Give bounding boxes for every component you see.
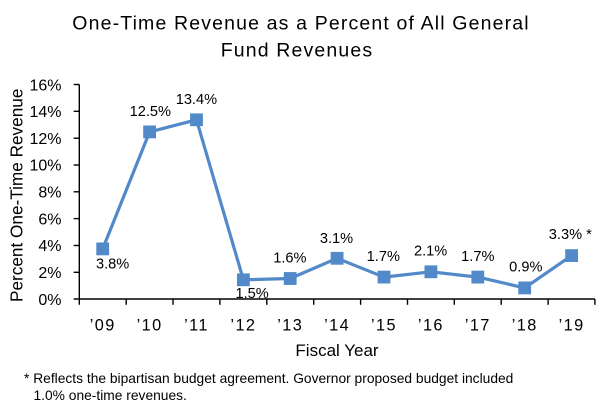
svg-text:1.5%: 1.5% bbox=[235, 286, 268, 302]
svg-text:’09: ’09 bbox=[90, 317, 116, 335]
svg-text:’17: ’17 bbox=[465, 317, 491, 335]
svg-text:12.5%: 12.5% bbox=[130, 104, 171, 120]
svg-text:1.6%: 1.6% bbox=[273, 250, 306, 266]
svg-text:1.7%: 1.7% bbox=[461, 249, 494, 265]
svg-text:1.7%: 1.7% bbox=[367, 249, 400, 265]
svg-text:4%: 4% bbox=[38, 238, 61, 255]
svg-text:1.0% one-time revenues.: 1.0% one-time revenues. bbox=[34, 388, 187, 403]
svg-text:0.9%: 0.9% bbox=[509, 260, 542, 276]
svg-text:’10: ’10 bbox=[137, 317, 163, 335]
svg-text:14%: 14% bbox=[29, 104, 61, 121]
svg-text:6%: 6% bbox=[38, 211, 61, 228]
svg-text:13.4%: 13.4% bbox=[176, 92, 217, 108]
svg-text:10%: 10% bbox=[29, 158, 61, 175]
svg-text:Percent One-Time Revenue: Percent One-Time Revenue bbox=[7, 89, 27, 302]
svg-text:3.1%: 3.1% bbox=[320, 231, 353, 247]
svg-text:’11: ’11 bbox=[184, 317, 209, 335]
svg-text:8%: 8% bbox=[38, 185, 61, 202]
svg-text:2.1%: 2.1% bbox=[414, 243, 447, 259]
svg-text:Fiscal Year: Fiscal Year bbox=[295, 341, 378, 360]
svg-text:0%: 0% bbox=[38, 292, 61, 309]
svg-text:16%: 16% bbox=[29, 77, 61, 94]
svg-text:* Reflects the bipartisan budg: * Reflects the bipartisan budget agreeme… bbox=[24, 371, 513, 386]
svg-text:Fund Revenues: Fund Revenues bbox=[221, 39, 374, 61]
svg-text:’15: ’15 bbox=[371, 317, 397, 335]
svg-text:’18: ’18 bbox=[512, 317, 538, 335]
svg-text:12%: 12% bbox=[29, 131, 61, 148]
svg-text:2%: 2% bbox=[38, 265, 61, 282]
svg-text:One-Time Revenue as a Percent: One-Time Revenue as a Percent of All Gen… bbox=[72, 12, 529, 34]
svg-text:’13: ’13 bbox=[277, 317, 303, 335]
svg-text:3.8%: 3.8% bbox=[96, 256, 129, 272]
svg-text:’19: ’19 bbox=[559, 317, 585, 335]
svg-text:3.3% *: 3.3% * bbox=[549, 227, 592, 243]
svg-text:’12: ’12 bbox=[230, 317, 256, 335]
svg-text:’14: ’14 bbox=[324, 317, 350, 335]
svg-text:’16: ’16 bbox=[418, 317, 444, 335]
